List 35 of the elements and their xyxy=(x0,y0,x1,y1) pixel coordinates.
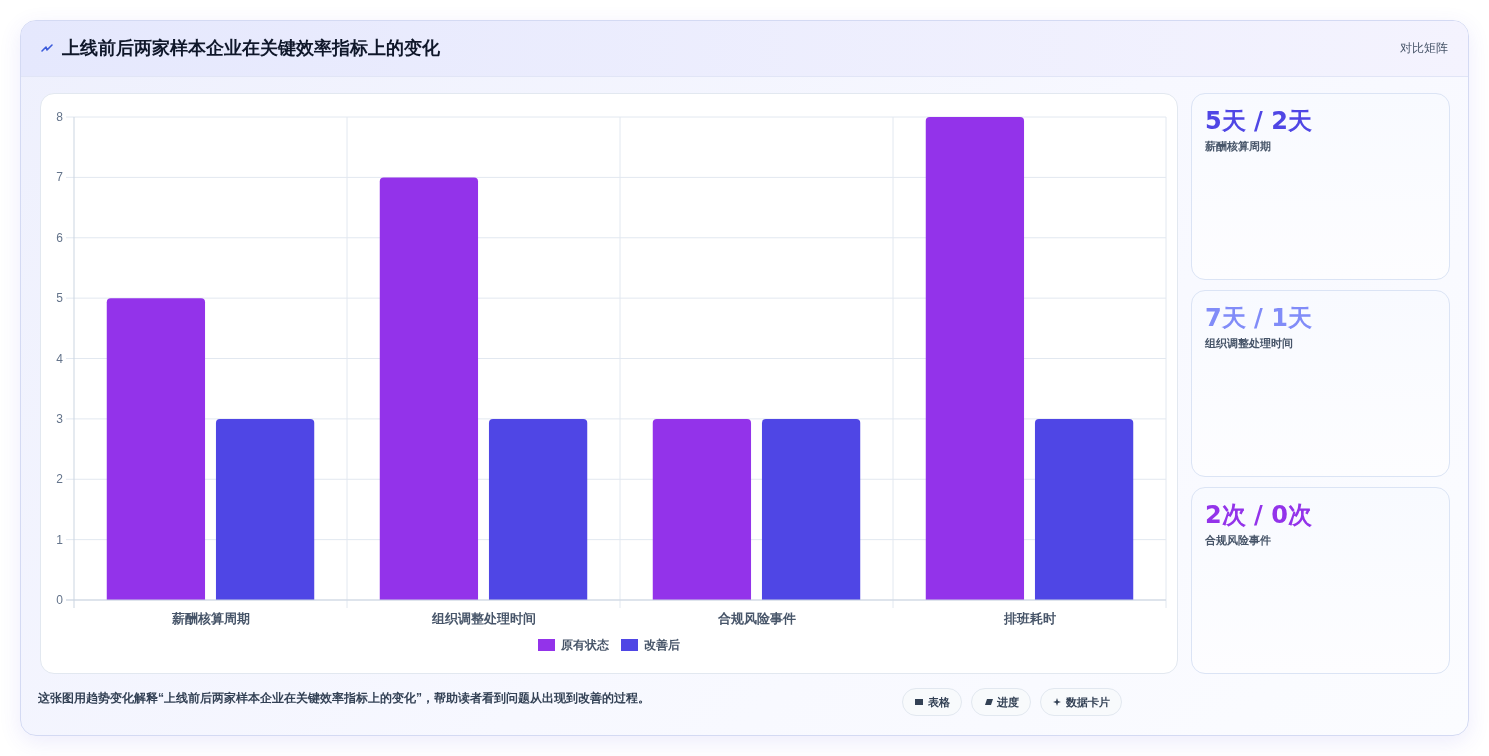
y-tick-label: 8 xyxy=(56,110,64,124)
text: 5天 / 2天 xyxy=(1205,106,1312,136)
x-tick-label: 组织调整处理时间 xyxy=(430,611,536,626)
text: 2次 / 0次 xyxy=(1205,500,1312,530)
x-tick-label: 合规风险事件 xyxy=(716,611,796,626)
legend-label: 改善后 xyxy=(644,638,680,652)
bar xyxy=(652,418,752,600)
y-tick-label: 2 xyxy=(56,472,64,487)
bar xyxy=(1034,418,1134,600)
chart-title: 上线前后两家样本企业在关键效率指标上的变化 xyxy=(62,37,440,60)
text: 进度 xyxy=(997,694,1019,710)
bar xyxy=(106,298,206,600)
y-tick-label: 7 xyxy=(56,170,64,185)
x-tick-label: 排班耗时 xyxy=(1002,611,1056,626)
text: 组织调整处理时间 xyxy=(1205,336,1293,351)
text: 这张图用趋势变化解释“上线前后两家样本企业在关键效率指标上的变化”，帮助读者看到问题从出现到改善的过程。 xyxy=(38,690,650,707)
y-tick-label: 1 xyxy=(56,532,64,547)
x-tick-label: 薪酬核算周期 xyxy=(170,611,250,626)
bar xyxy=(488,418,588,600)
bar xyxy=(379,177,479,600)
bar xyxy=(761,418,861,600)
bar xyxy=(925,117,1025,600)
y-tick-label: 4 xyxy=(56,351,64,366)
text: 薪酬核算周期 xyxy=(1205,139,1271,154)
text: 合规风险事件 xyxy=(1205,533,1271,548)
y-tick-label: 0 xyxy=(56,593,64,607)
text: 表格 xyxy=(928,694,950,710)
y-tick-label: 6 xyxy=(56,230,64,245)
legend-label: 原有状态 xyxy=(560,638,610,652)
text: 数据卡片 xyxy=(1066,694,1110,710)
y-tick-label: 5 xyxy=(56,291,64,306)
text: 7天 / 1天 xyxy=(1205,303,1312,333)
bar xyxy=(215,418,315,600)
text: 对比矩阵 xyxy=(1400,40,1448,57)
y-tick-label: 3 xyxy=(56,411,64,426)
